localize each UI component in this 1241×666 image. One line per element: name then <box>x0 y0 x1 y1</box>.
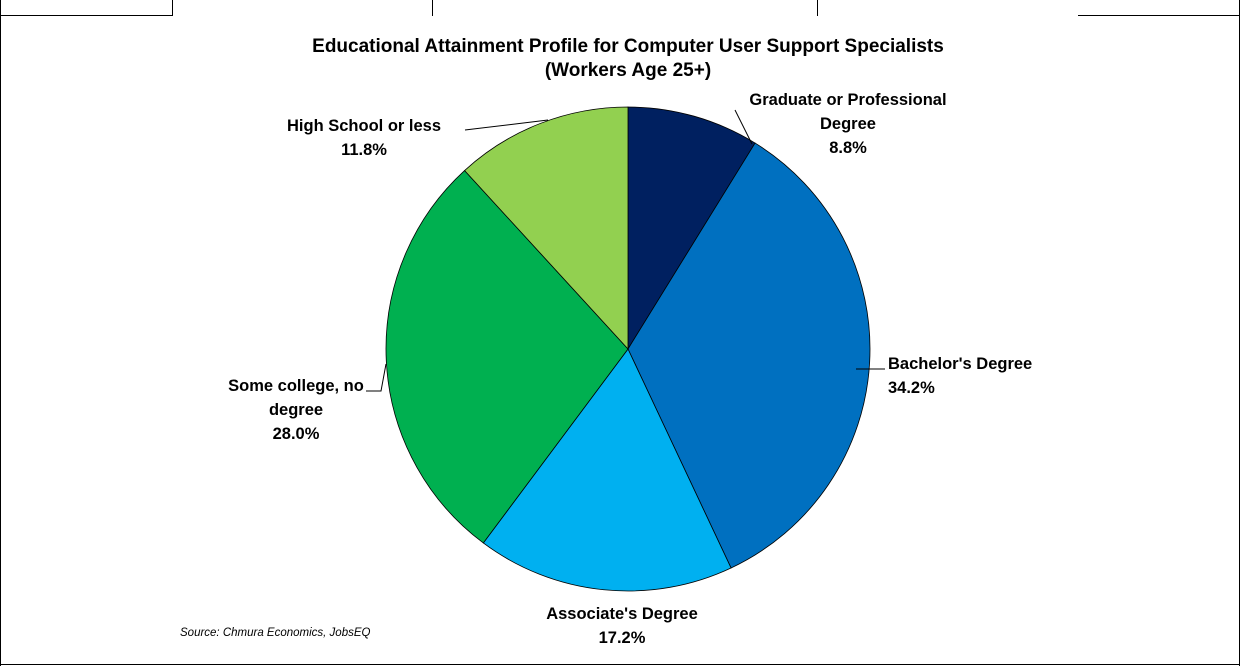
leader-line <box>366 364 386 391</box>
source-note: Source: Chmura Economics, JobsEQ <box>180 627 371 639</box>
slice-label: Graduate or Professional Degree 8.8% <box>749 91 946 157</box>
slice-value-label: 34.2% <box>888 379 935 397</box>
slice-category-label: Some college, no <box>228 377 364 395</box>
slice-category-label: Associate's Degree <box>546 605 698 623</box>
slice-value-label: 17.2% <box>599 629 646 647</box>
slice-label: Bachelor's Degree 34.2% <box>888 355 1032 397</box>
slice-value-label: 28.0% <box>273 425 320 443</box>
slice-label: Some college, no degree 28.0% <box>228 377 364 443</box>
chart-subtitle: (Workers Age 25+) <box>545 60 711 81</box>
chart-title: Educational Attainment Profile for Compu… <box>312 36 944 57</box>
slice-category-label: Graduate or Professional <box>749 91 946 109</box>
slice-category-label: Degree <box>820 115 876 133</box>
slice-value-label: 11.8% <box>341 141 387 159</box>
slice-label: High School or less 11.8% <box>287 117 441 159</box>
slice-category-label: degree <box>269 401 323 419</box>
slice-label: Associate's Degree 17.2% <box>546 605 698 647</box>
slice-value-label: 8.8% <box>829 139 867 157</box>
slice-category-label: High School or less <box>287 117 441 135</box>
slice-category-label: Bachelor's Degree <box>888 355 1032 373</box>
pie-slices <box>386 107 870 591</box>
